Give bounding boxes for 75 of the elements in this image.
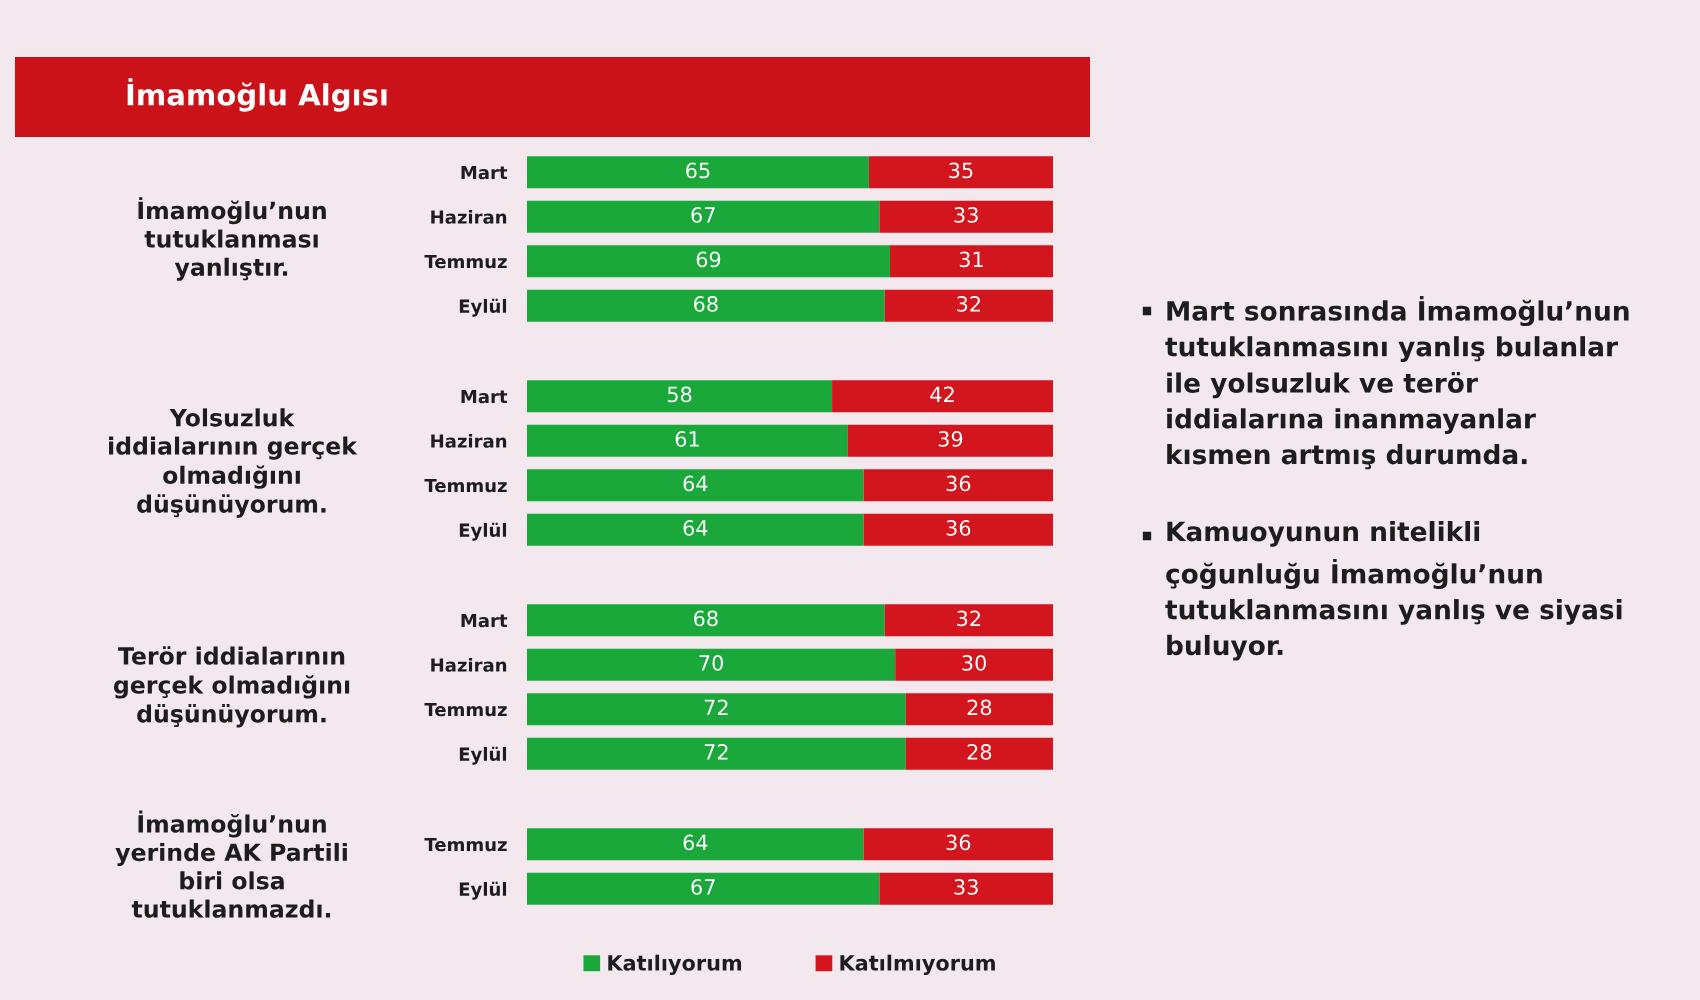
bar	[527, 604, 885, 637]
bar	[527, 737, 906, 770]
y-tick-label: Eylül	[459, 522, 507, 541]
data-label: 33	[954, 879, 978, 895]
data-label: 28	[967, 699, 992, 716]
bar	[832, 380, 1053, 413]
data-label: 68	[694, 296, 718, 312]
data-label: 36	[946, 834, 971, 851]
y-tick-label: Mart	[461, 165, 508, 180]
data-label: 69	[696, 251, 721, 268]
data-label: 64	[683, 520, 708, 536]
data-label: 35	[949, 162, 973, 179]
bar	[863, 513, 1053, 546]
data-label: 65	[686, 162, 710, 179]
y-tick-label: Mart	[461, 389, 508, 404]
text: Mart sonrasında İmamoğlu’nun tutuklanmasını yanlış bulanlar ile yolsuzluk ve terör iddialarına inanmayanlar kısmen artmış durumda.	[1165, 296, 1629, 470]
y-axis-title: İmamoğlu’nun tutuklanması yanlıştır.	[138, 197, 326, 281]
y-axis-title: Yolsuzluk iddialarının gerçek olmadığını düşünüyorum.	[109, 408, 358, 518]
data-label: 72	[704, 699, 728, 715]
y-tick-label: Haziran	[431, 209, 507, 224]
data-label: 72	[704, 744, 728, 760]
bar	[863, 469, 1053, 502]
bar	[527, 156, 869, 189]
data-label: 36	[946, 520, 971, 536]
data-label: 39	[938, 431, 963, 447]
bar	[889, 245, 1053, 278]
bar	[527, 245, 890, 278]
y-tick-label: Temmuz	[424, 478, 507, 493]
data-label: 28	[967, 744, 992, 760]
bar	[527, 380, 833, 413]
data-label: 64	[683, 834, 708, 851]
y-tick-label: Mart	[461, 613, 508, 628]
bar	[895, 648, 1053, 681]
data-label: 67	[691, 207, 715, 223]
data-label: 58	[667, 386, 692, 403]
bar	[905, 693, 1053, 726]
y-tick-label: Eylül	[459, 881, 507, 900]
bar	[884, 604, 1053, 637]
bar	[884, 289, 1053, 322]
text: Kamuoyunun nitelikli çoğunluğu İmamoğlu’nun tutuklanmasını yanlış ve siyasi buluyor.	[1165, 521, 1622, 661]
data-label: 61	[675, 431, 699, 447]
legend-label: Katılmıyorum	[840, 954, 995, 975]
data-label: 67	[691, 879, 715, 895]
y-axis-title: İmamoğlu’nun yerinde AK Partili biri olsa tutuklanmazdı.	[115, 810, 347, 918]
bar	[527, 513, 864, 546]
y-tick-label: Temmuz	[424, 702, 507, 717]
y-axis-title: Terör iddialarının gerçek olmadığını düşünüyorum.	[113, 646, 350, 728]
data-label: 32	[957, 610, 981, 627]
data-label: 68	[694, 610, 718, 627]
data-label: 42	[930, 386, 954, 402]
bar	[847, 424, 1053, 457]
y-tick-label: Eylül	[459, 746, 507, 765]
y-tick-label: Temmuz	[424, 254, 507, 269]
bar	[905, 737, 1053, 770]
bar	[879, 200, 1053, 233]
bar	[527, 693, 906, 726]
y-tick-label: Haziran	[431, 657, 507, 672]
data-label: 70	[699, 655, 723, 671]
data-label: 32	[957, 296, 981, 312]
bar	[527, 469, 864, 502]
y-tick-label: Eylül	[459, 298, 507, 317]
data-label: 36	[946, 475, 971, 492]
data-label: 64	[683, 475, 708, 492]
data-label: 30	[962, 655, 986, 671]
text: İmamoğlu Algısı	[127, 78, 387, 112]
bar	[527, 289, 885, 322]
data-label: 33	[954, 207, 978, 223]
bar	[527, 424, 848, 457]
y-tick-label: Haziran	[431, 433, 507, 448]
legend-label: Katılıyorum	[608, 954, 742, 975]
y-tick-label: Temmuz	[424, 837, 507, 852]
bar	[868, 156, 1053, 189]
data-label: 31	[959, 251, 983, 268]
bar	[527, 648, 896, 681]
bar	[527, 200, 880, 233]
